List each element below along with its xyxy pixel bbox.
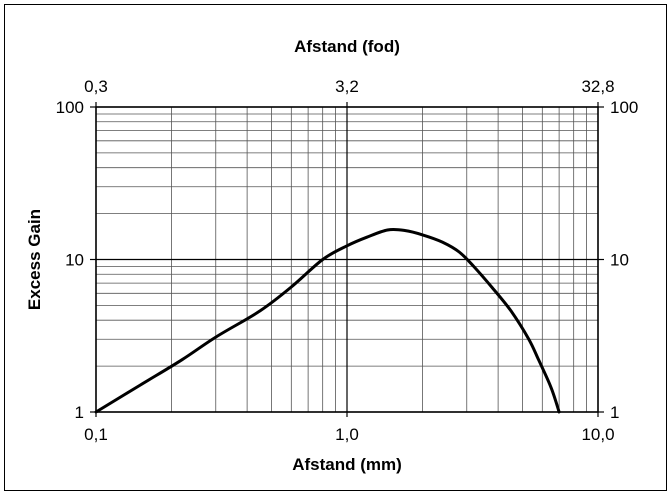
x2-tick-label: 3,2 — [335, 77, 359, 96]
x2-tick-label: 32,8 — [581, 77, 614, 96]
x-tick-label: 0,1 — [84, 425, 108, 444]
y2-tick-label: 10 — [610, 251, 629, 270]
x-tick-label: 1,0 — [335, 425, 359, 444]
x2-axis-title: Afstand (fod) — [294, 37, 400, 56]
x-axis-title: Afstand (mm) — [292, 455, 402, 474]
y-tick-label: 100 — [56, 98, 84, 117]
x2-tick-label: 0,3 — [84, 77, 108, 96]
y2-tick-label: 100 — [610, 98, 638, 117]
y-axis-title: Excess Gain — [25, 209, 44, 310]
y2-tick-label: 1 — [610, 403, 619, 422]
y-tick-label: 10 — [65, 251, 84, 270]
tick-labels: 0,1 1,0 10,0 0,3 3,2 32,8 1 1 10 10 100 100 — [56, 77, 639, 444]
data-series-line — [94, 227, 561, 414]
x-tick-label: 10,0 — [581, 425, 614, 444]
y-tick-label: 1 — [75, 403, 84, 422]
